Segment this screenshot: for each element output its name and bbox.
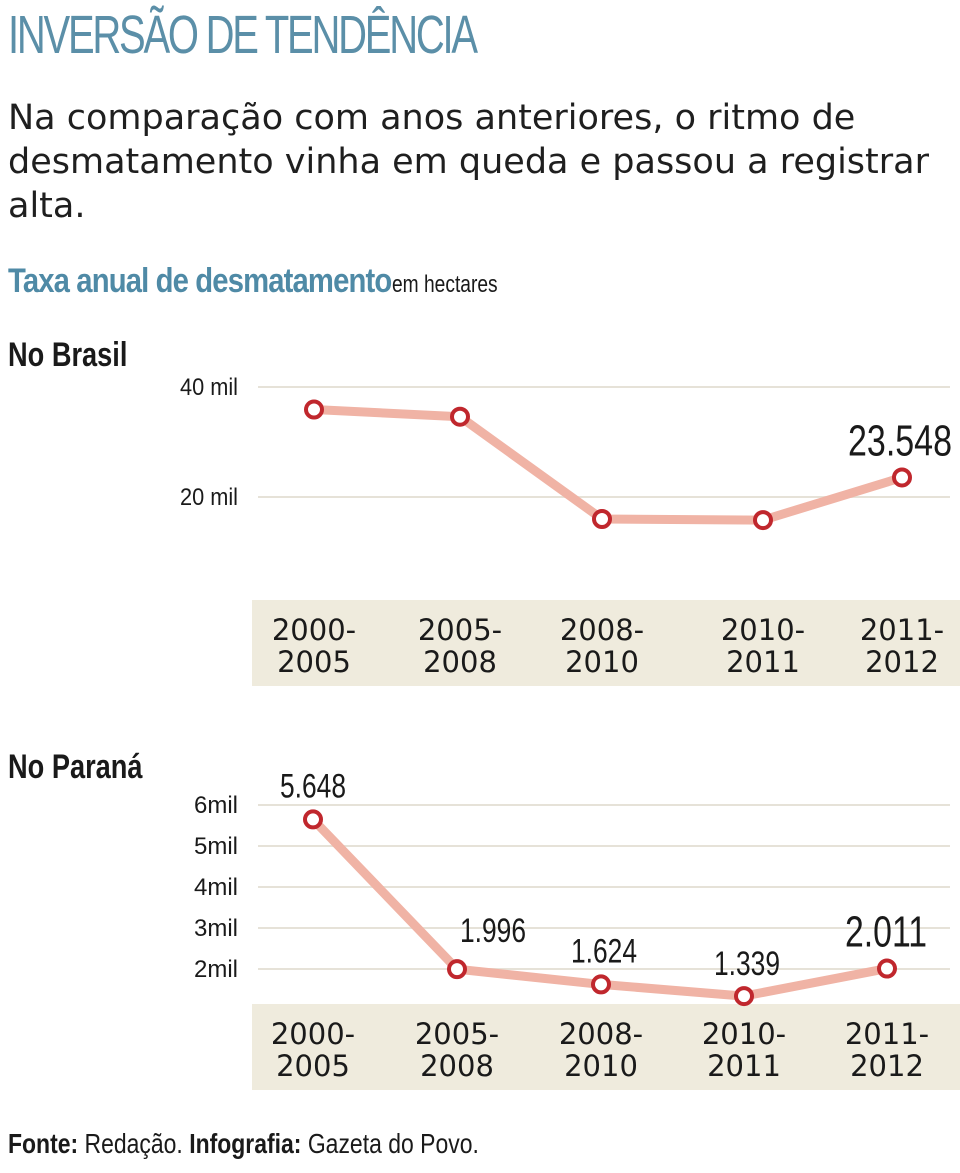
parana-data-point: [734, 986, 754, 1007]
brasil-data-label: 23.548: [848, 416, 952, 465]
source-fonte-value: Redação.: [84, 1128, 183, 1159]
brasil-category-label: 2000-: [272, 613, 356, 647]
parana-y-tick-label: 5mil: [194, 833, 238, 860]
parana-category-label: 2005: [276, 1049, 350, 1083]
brasil-category-label: 2010-: [721, 613, 805, 647]
chart-title: Taxa anual de desmatamento em hectares: [8, 262, 524, 301]
parana-category-label: 2005-: [415, 1017, 499, 1051]
brasil-category-label: 2011: [726, 645, 800, 679]
parana-data-point: [877, 958, 897, 979]
chart-parana: 2mil 3mil 4mil 5mil 6mil 2000-2005 2005-2008 20…: [194, 767, 960, 1090]
parana-data-label: 5.648: [280, 767, 346, 805]
brasil-category-label: 2010: [565, 645, 639, 679]
parana-category-label: 2008: [420, 1049, 494, 1083]
brasil-y-tick-label: 40 mil: [180, 374, 238, 401]
parana-category-label: 2011-: [845, 1017, 929, 1051]
parana-category-label: 2010-: [702, 1017, 786, 1051]
parana-category-label: 2008-: [559, 1017, 643, 1051]
brasil-data-point: [304, 399, 324, 420]
brasil-category-label: 2012: [865, 645, 939, 679]
parana-category-label: 2010: [564, 1049, 638, 1083]
brasil-category-label: 2008: [423, 645, 497, 679]
parana-data-label: 2.011: [845, 908, 927, 957]
parana-data-label: 1.624: [571, 932, 637, 970]
brasil-category-label: 2005-: [418, 613, 502, 647]
parana-y-tick-label: 6mil: [194, 792, 238, 819]
parana-category-label: 2000-: [271, 1017, 355, 1051]
headline: INVERSÃO DE TENDÊNCIA: [8, 5, 478, 65]
parana-y-tick-label: 4mil: [194, 874, 238, 901]
brasil-data-point: [753, 510, 773, 531]
chart-title-unit: em hectares: [392, 271, 498, 298]
source-fonte-label: Fonte:: [8, 1128, 79, 1159]
source-infografia-label: Infografia:: [189, 1128, 302, 1159]
parana-category-label: 2011: [707, 1049, 781, 1083]
parana-data-point: [447, 959, 467, 980]
brasil-category-label: 2011-: [860, 613, 944, 647]
brasil-category-label: 2005: [277, 645, 351, 679]
chart-brasil: 20 mil 40 mil 2000-2005 2005-2008 2008-2010 2…: [180, 374, 960, 686]
source-infografia-value: Gazeta do Povo.: [307, 1128, 479, 1159]
parana-data-point: [591, 974, 611, 995]
parana-category-band: [252, 1004, 960, 1090]
parana-data-label: 1.996: [460, 912, 526, 950]
parana-y-tick-label: 2mil: [194, 956, 238, 983]
subtitle: Na comparação com anos anteriores, o rit…: [8, 98, 929, 226]
brasil-data-point: [592, 509, 612, 529]
parana-category-label: 2012: [850, 1049, 924, 1083]
panel-label-brasil: No Brasil: [8, 336, 128, 374]
brasil-data-point: [892, 467, 912, 488]
brasil-category-label: 2008-: [560, 613, 644, 647]
panel-label-parana: No Paraná: [8, 748, 143, 786]
parana-data-label: 1.339: [714, 945, 780, 983]
parana-data-point: [303, 809, 323, 830]
brasil-data-point: [450, 406, 470, 427]
brasil-series-line: [309, 405, 907, 525]
chart-title-main: Taxa anual de desmatamento: [8, 262, 392, 300]
source-line: Fonte: Redação. Infografia: Gazeta do Po…: [8, 1128, 479, 1160]
brasil-category-band: [252, 600, 960, 686]
brasil-y-tick-label: 20 mil: [180, 484, 238, 511]
parana-y-tick-label: 3mil: [194, 915, 238, 942]
